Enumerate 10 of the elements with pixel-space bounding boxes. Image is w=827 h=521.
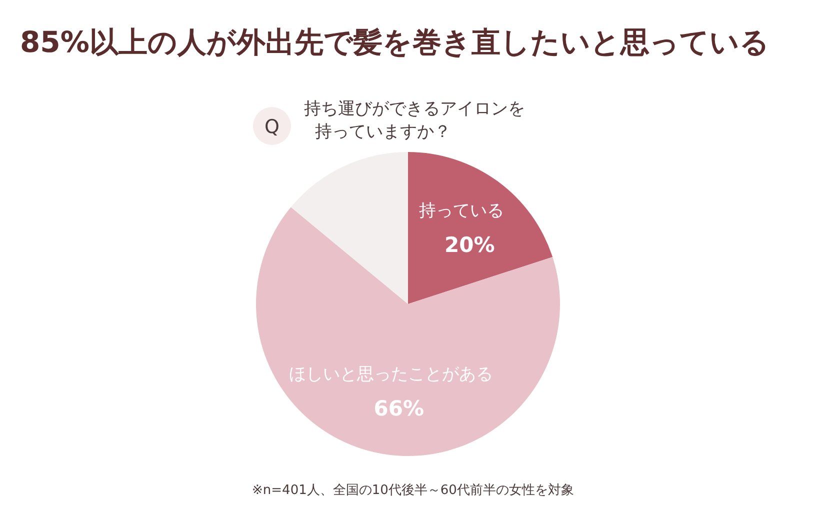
pie-slice bbox=[290, 152, 408, 304]
data-label: 20% bbox=[444, 233, 495, 258]
data-label: 66% bbox=[374, 396, 424, 421]
text: Q bbox=[264, 116, 280, 138]
pie-slice bbox=[408, 152, 553, 304]
slice-label: 持っている bbox=[419, 201, 504, 222]
slice-label: ほしいと思ったことがある bbox=[288, 364, 493, 385]
chart-subtitle: 持ち運びができるアイロンを持っていますか？ bbox=[304, 99, 525, 142]
chart-title: 85%以上の人が外出先で髪を巻き直したいと思っている bbox=[20, 25, 770, 59]
text: ※n=401人、全国の10代後半～60代前半の女性を対象 bbox=[252, 482, 574, 498]
